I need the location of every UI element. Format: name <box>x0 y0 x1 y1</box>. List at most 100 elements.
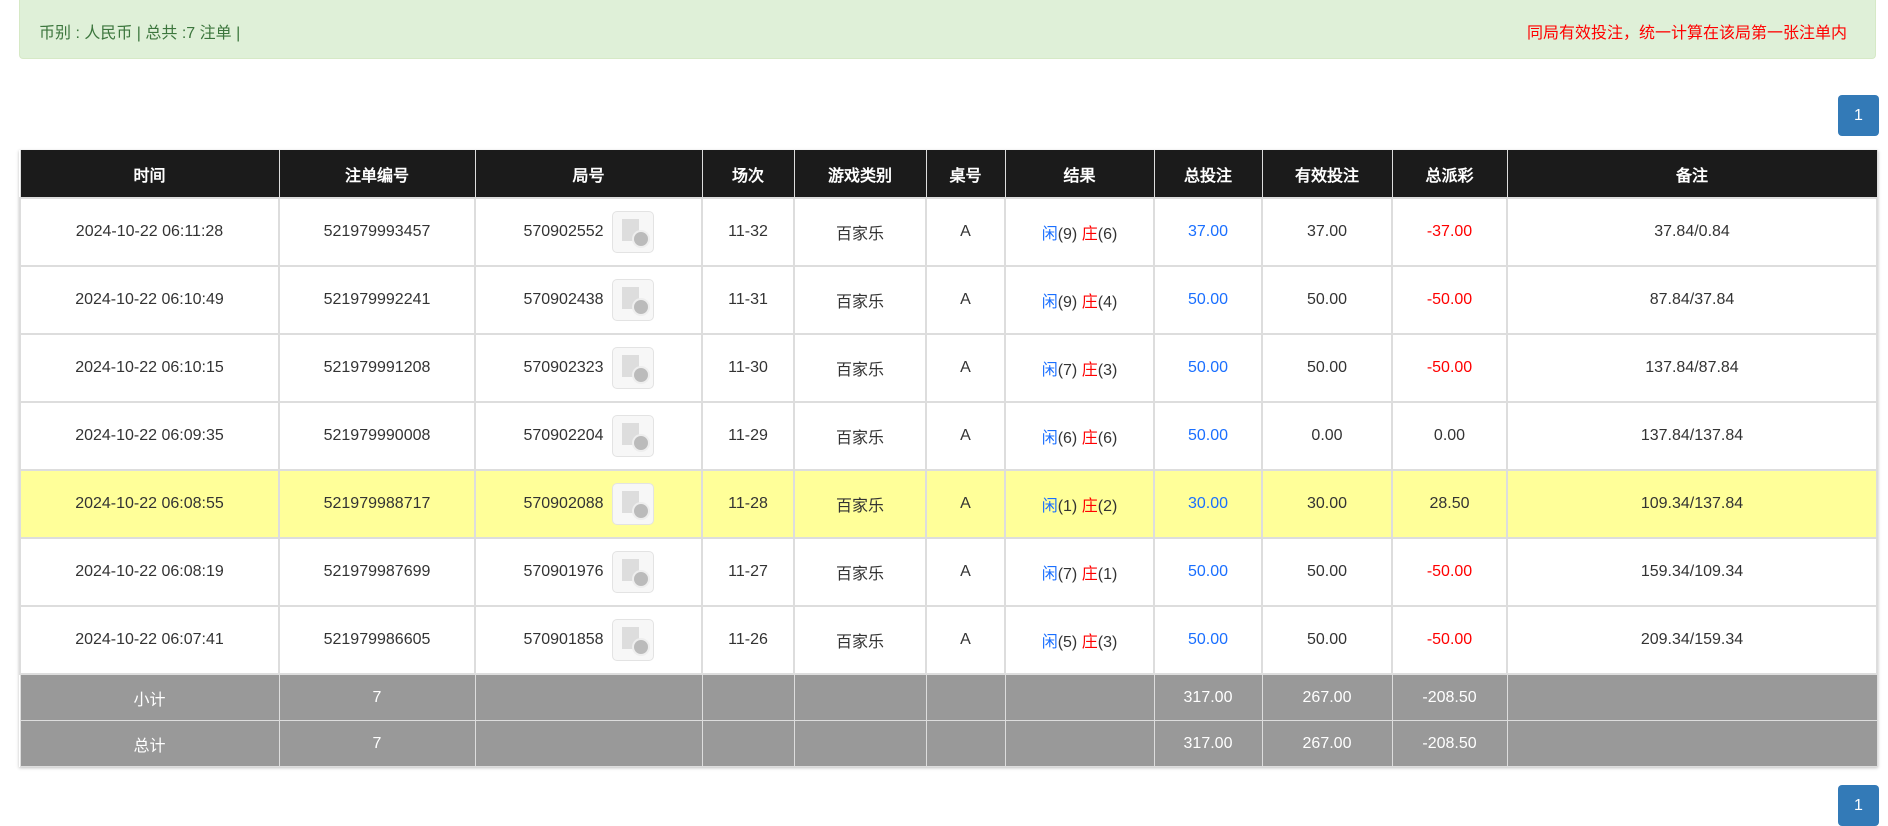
bet-id-cell: 521979986605 <box>278 605 476 675</box>
result-cell: 闲(9) 庄(4) <box>1004 265 1155 335</box>
video-replay-icon[interactable] <box>611 279 654 321</box>
banker-label: 庄 <box>1081 430 1098 447</box>
round-cell: 570902438 <box>474 265 703 335</box>
column-header: 局号 <box>474 150 703 199</box>
column-header: 注单编号 <box>278 150 476 199</box>
result-cell: 闲(9) 庄(6) <box>1004 197 1155 267</box>
total-bet-cell: 50.00 <box>1153 537 1263 607</box>
table-cell: A <box>925 333 1006 403</box>
payout-cell: 0.00 <box>1391 401 1508 471</box>
summary-row: 小计 7 317.00 267.00 -208.50 <box>19 673 1878 721</box>
payout-cell: 28.50 <box>1391 469 1508 539</box>
session-cell: 11-27 <box>701 537 795 607</box>
player-label: 闲 <box>1041 294 1058 311</box>
payout-cell: -50.00 <box>1391 605 1508 675</box>
valid-bet-cell: 50.00 <box>1261 265 1393 335</box>
payout-cell: -37.00 <box>1391 197 1508 267</box>
valid-bet-cell: 50.00 <box>1261 333 1393 403</box>
summary-count: 7 <box>278 673 476 721</box>
total-bet-cell: 50.00 <box>1153 265 1263 335</box>
game-cell: 百家乐 <box>793 197 927 267</box>
banker-label: 庄 <box>1081 362 1098 379</box>
payout-cell: -50.00 <box>1391 265 1508 335</box>
table-row: 2024-10-22 06:09:35 521979990008 5709022… <box>19 401 1878 471</box>
video-replay-icon[interactable] <box>611 415 654 457</box>
banker-value: (6) <box>1097 430 1118 447</box>
bet-id-cell: 521979987699 <box>278 537 476 607</box>
time-cell: 2024-10-22 06:10:15 <box>19 333 280 403</box>
result-cell: 闲(7) 庄(3) <box>1004 333 1155 403</box>
round-number: 570902438 <box>523 291 604 309</box>
result-cell: 闲(5) 庄(3) <box>1004 605 1155 675</box>
player-value: (6) <box>1057 430 1078 447</box>
banker-label: 庄 <box>1081 634 1098 651</box>
bet-id-cell: 521979988717 <box>278 469 476 539</box>
total-bet-cell: 50.00 <box>1153 333 1263 403</box>
table-cell: A <box>925 469 1006 539</box>
time-cell: 2024-10-22 06:10:49 <box>19 265 280 335</box>
game-cell: 百家乐 <box>793 537 927 607</box>
column-header: 有效投注 <box>1261 150 1393 199</box>
column-header: 备注 <box>1506 150 1878 199</box>
summary-count: 7 <box>278 720 476 767</box>
bet-id-cell: 521979990008 <box>278 401 476 471</box>
total-bet-cell: 30.00 <box>1153 469 1263 539</box>
valid-bet-cell: 0.00 <box>1261 401 1393 471</box>
table-cell: A <box>925 605 1006 675</box>
video-replay-icon[interactable] <box>611 619 654 661</box>
round-number: 570902552 <box>523 223 604 241</box>
player-value: (9) <box>1057 226 1078 243</box>
column-header: 时间 <box>19 150 280 199</box>
summary-label: 小计 <box>19 673 280 721</box>
bet-id-cell: 521979993457 <box>278 197 476 267</box>
note-cell: 137.84/87.84 <box>1506 333 1878 403</box>
note-cell: 137.84/137.84 <box>1506 401 1878 471</box>
player-value: (7) <box>1057 362 1078 379</box>
table-row: 2024-10-22 06:10:49 521979992241 5709024… <box>19 265 1878 335</box>
summary-valid: 267.00 <box>1261 720 1393 767</box>
player-label: 闲 <box>1041 566 1058 583</box>
currency-summary: 币别 : 人民币 | 总共 :7 注单 | <box>39 25 241 42</box>
video-replay-icon[interactable] <box>611 347 654 389</box>
table-row: 2024-10-22 06:10:15 521979991208 5709023… <box>19 333 1878 403</box>
table-row: 2024-10-22 06:07:41 521979986605 5709018… <box>19 605 1878 675</box>
round-cell: 570901976 <box>474 537 703 607</box>
note-cell: 87.84/37.84 <box>1506 265 1878 335</box>
video-replay-icon[interactable] <box>611 211 654 253</box>
game-cell: 百家乐 <box>793 265 927 335</box>
summary-payout: -208.50 <box>1391 673 1508 721</box>
time-cell: 2024-10-22 06:08:55 <box>19 469 280 539</box>
round-cell: 570902204 <box>474 401 703 471</box>
round-cell: 570902552 <box>474 197 703 267</box>
player-label: 闲 <box>1041 362 1058 379</box>
column-header: 桌号 <box>925 150 1006 199</box>
round-cell: 570902088 <box>474 469 703 539</box>
bet-table: 时间 注单编号 局号 场次 游戏类别 桌号 结果 总投注 有效投注 总派彩 备注 2024-10-2… <box>19 150 1878 767</box>
round-cell: 570902323 <box>474 333 703 403</box>
note-cell: 209.34/159.34 <box>1506 605 1878 675</box>
page-button-top[interactable]: 1 <box>1838 95 1879 136</box>
game-cell: 百家乐 <box>793 469 927 539</box>
banker-value: (3) <box>1097 634 1118 651</box>
video-replay-icon[interactable] <box>611 551 654 593</box>
video-replay-icon[interactable] <box>611 483 654 525</box>
banker-value: (6) <box>1097 226 1118 243</box>
valid-bet-cell: 37.00 <box>1261 197 1393 267</box>
note-cell: 159.34/109.34 <box>1506 537 1878 607</box>
table-header: 时间 注单编号 局号 场次 游戏类别 桌号 结果 总投注 有效投注 总派彩 备注 <box>19 150 1878 199</box>
payout-cell: -50.00 <box>1391 537 1508 607</box>
table-cell: A <box>925 401 1006 471</box>
table-cell: A <box>925 537 1006 607</box>
table-cell: A <box>925 265 1006 335</box>
session-cell: 11-28 <box>701 469 795 539</box>
column-header: 游戏类别 <box>793 150 927 199</box>
valid-bet-cell: 50.00 <box>1261 537 1393 607</box>
player-label: 闲 <box>1041 498 1058 515</box>
table-cell: A <box>925 197 1006 267</box>
result-cell: 闲(7) 庄(1) <box>1004 537 1155 607</box>
round-cell: 570901858 <box>474 605 703 675</box>
session-cell: 11-26 <box>701 605 795 675</box>
summary-row: 总计 7 317.00 267.00 -208.50 <box>19 720 1878 767</box>
page-button-bottom[interactable]: 1 <box>1838 785 1879 826</box>
session-cell: 11-32 <box>701 197 795 267</box>
